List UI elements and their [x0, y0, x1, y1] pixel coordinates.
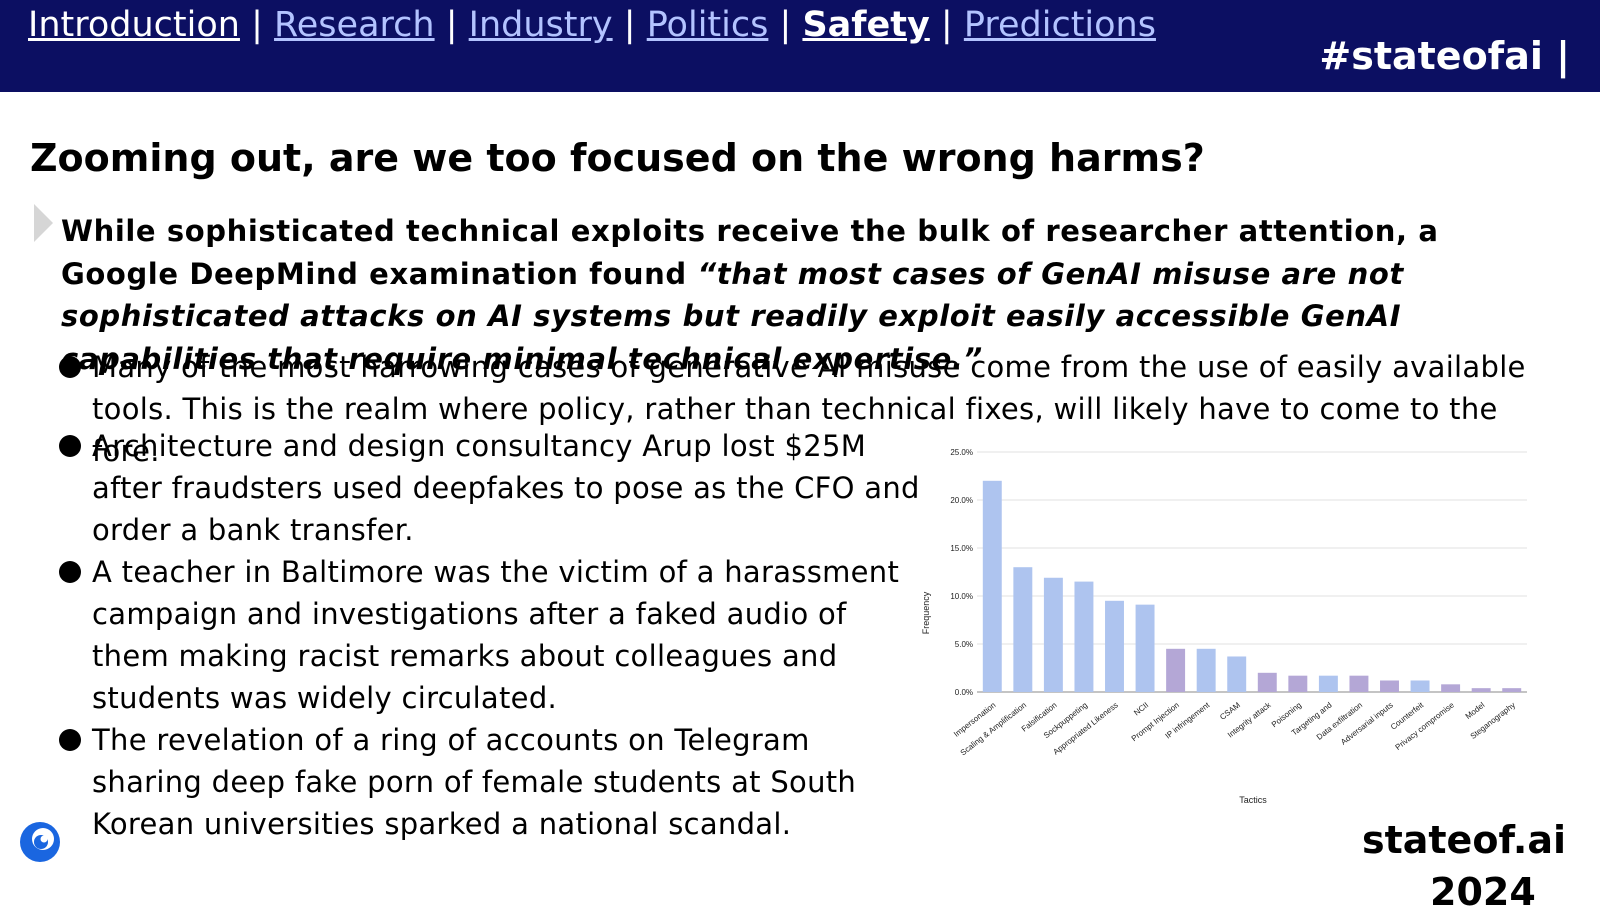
nav-separator: | — [445, 5, 458, 45]
bullet-telegram-scandal: The revelation of a ring of accounts on … — [59, 719, 922, 845]
hashtag-label: #stateofai | — [1319, 34, 1570, 78]
bar-appropriated-likeness — [1105, 600, 1124, 692]
year-label: 2024 — [1430, 870, 1536, 914]
bar-integrity-attack — [1257, 672, 1277, 692]
bullet-baltimore-teacher: A teacher in Baltimore was the victim of… — [59, 551, 922, 719]
bar-targeting-and — [1318, 675, 1338, 692]
x-tick-label: CSAM — [1218, 700, 1242, 722]
lead-paragraph: While sophisticated technical exploits r… — [61, 210, 1561, 380]
chart-bars — [982, 480, 1522, 692]
bar-prompt-injection — [1166, 648, 1186, 692]
bar-falsification — [1043, 577, 1063, 692]
bar-privacy-compromise — [1441, 684, 1461, 692]
y-tick-label: 0.0% — [955, 688, 973, 697]
lead-arrow-icon — [34, 204, 53, 242]
chart-y-axis-label: Frequency — [921, 591, 931, 634]
chart-y-tick-labels: 0.0% 5.0% 10.0% 15.0% 20.0% 25.0% — [950, 448, 973, 697]
x-tick-label: NCII — [1132, 700, 1150, 717]
bar-ip-infringement — [1196, 648, 1216, 692]
brand-label: stateof.ai — [1361, 818, 1566, 862]
chart-gridlines — [977, 451, 1527, 693]
bar-data-exfiltration — [1349, 675, 1369, 692]
bullet-misuse-tools: Many of the most harrowing cases of gene… — [59, 346, 1532, 472]
y-tick-label: 5.0% — [955, 640, 973, 649]
y-tick-label: 20.0% — [950, 496, 973, 505]
bar-impersonation — [982, 480, 1002, 692]
x-tick-label: Adversarial inputs — [1339, 700, 1395, 746]
y-tick-label: 25.0% — [950, 448, 973, 457]
x-tick-label: Model — [1464, 700, 1487, 721]
chart-x-axis-label: Tactics — [1239, 795, 1267, 805]
bullet-arup-deepfake: Architecture and design consultancy Arup… — [59, 425, 922, 551]
bar-poisoning — [1288, 675, 1308, 692]
nav-link-politics[interactable]: Politics — [646, 5, 769, 45]
nav-link-industry[interactable]: Industry — [468, 5, 613, 45]
bar-scaling-amplification — [1013, 567, 1033, 692]
nav-link-predictions[interactable]: Predictions — [963, 5, 1156, 45]
bar-csam — [1227, 656, 1247, 692]
nav-link-safety[interactable]: Safety — [802, 5, 930, 45]
bar-counterfeit — [1410, 680, 1430, 692]
x-tick-label: Privacy compromise — [1394, 700, 1457, 752]
bar-adversarial-inputs — [1380, 680, 1399, 692]
bar-steganography — [1502, 688, 1522, 692]
bar-model — [1471, 688, 1491, 692]
misuse-tactics-bar-chart: 0.0% 5.0% 10.0% 15.0% 20.0% 25.0% Impersonati… — [921, 448, 1527, 805]
slide-title: Zooming out, are we too focused on the w… — [30, 136, 1205, 180]
nav-separator: | — [251, 5, 263, 45]
lead-text: While sophisticated technical exploits r… — [61, 214, 1439, 291]
deepmind-logo-icon — [20, 822, 60, 862]
nav-separator: | — [779, 5, 792, 45]
top-navigation-bar: Introduction | Research | Industry | Pol… — [0, 0, 1600, 92]
section-nav: Introduction | Research | Industry | Pol… — [16, 3, 1156, 47]
y-tick-label: 15.0% — [950, 544, 973, 553]
nav-separator: | — [940, 5, 953, 45]
bar-ncii — [1135, 604, 1155, 692]
y-tick-label: 10.0% — [950, 592, 973, 601]
nav-separator: | — [623, 5, 636, 45]
bar-sockpuppeting — [1074, 581, 1094, 692]
nav-link-research[interactable]: Research — [274, 5, 435, 45]
nav-link-introduction[interactable]: Introduction — [28, 5, 240, 45]
lead-quote: “that most cases of GenAI misuse are not… — [61, 256, 1404, 376]
